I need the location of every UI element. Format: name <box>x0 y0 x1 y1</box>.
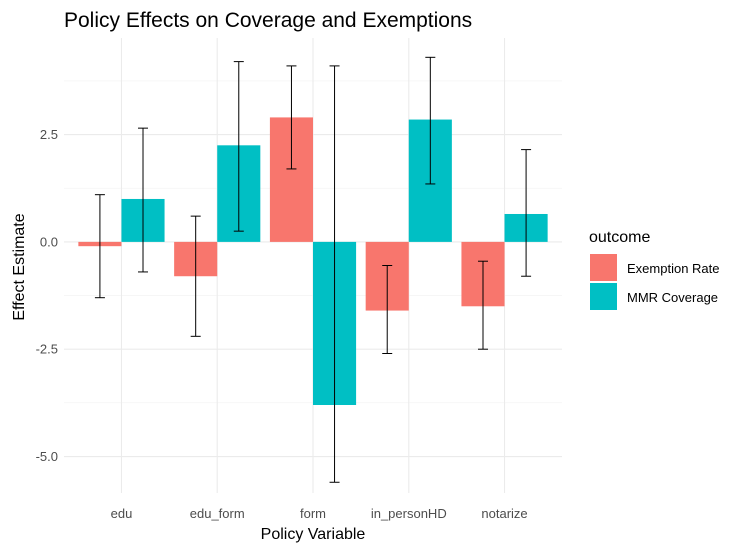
legend-swatch-exemption-rate <box>590 254 617 281</box>
legend-title: outcome <box>589 229 650 246</box>
legend-label-exemption-rate: Exemption Rate <box>627 261 720 276</box>
y-tick-label: 0.0 <box>40 234 58 249</box>
legend-label-mmr-coverage: MMR Coverage <box>627 290 718 305</box>
y-tick-label: -2.5 <box>36 342 58 357</box>
x-tick-label: form <box>300 506 326 521</box>
legend: outcome Exemption Rate MMR Coverage <box>589 229 720 310</box>
tick-label-layer: -5.0 -2.5 0.0 2.5 edu edu_form form in_personHD… <box>36 127 528 521</box>
legend-swatch-mmr-coverage <box>590 283 617 310</box>
x-tick-label: edu <box>111 506 133 521</box>
error-bar-layer <box>94 56 532 483</box>
y-tick-label: 2.5 <box>40 127 58 142</box>
y-tick-label: -5.0 <box>36 449 58 464</box>
bar-layer <box>78 117 548 406</box>
x-tick-label: notarize <box>481 506 527 521</box>
y-axis-title: Effect Estimate <box>11 213 28 320</box>
x-tick-label: edu_form <box>190 506 245 521</box>
x-axis-title: Policy Variable <box>261 526 366 543</box>
x-tick-label: in_personHD <box>371 506 447 521</box>
chart-title: Policy Effects on Coverage and Exemption… <box>64 9 472 32</box>
